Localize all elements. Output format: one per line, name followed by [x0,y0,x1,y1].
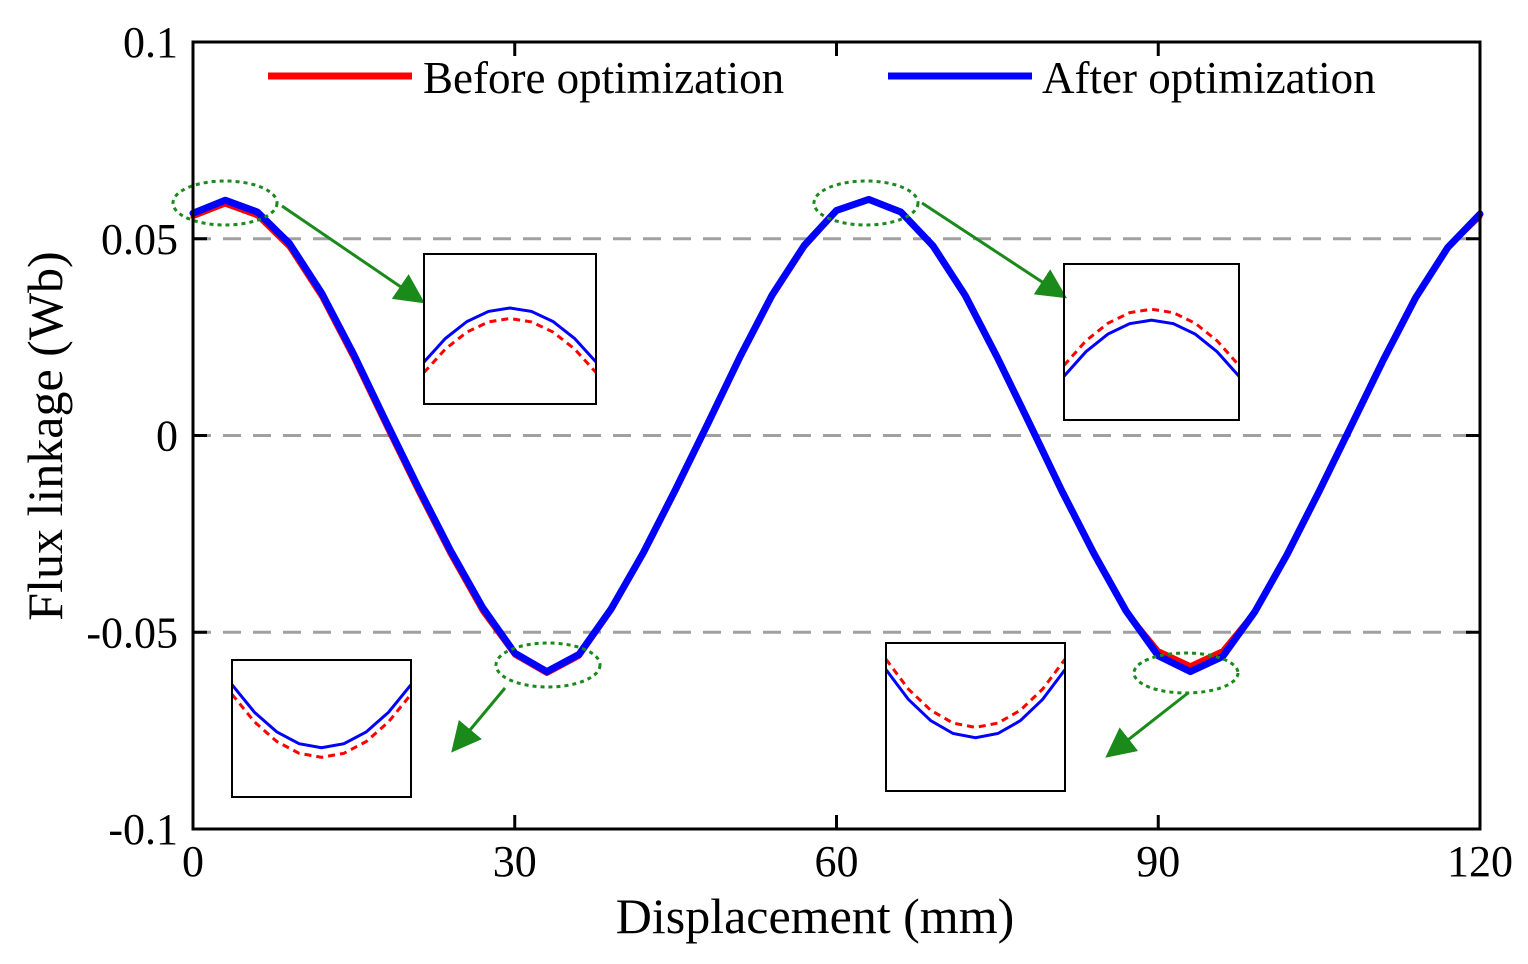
legend-label-after: After optimization [1042,53,1376,103]
inset-before-valley-2 [884,658,1067,729]
zoom-arrow-valley-1 [451,687,507,753]
y-tick-label-4: -0.1 [108,805,178,854]
legend: Before optimization After optimization [268,53,1376,103]
x-axis-label: Displacement (mm) [616,888,1015,944]
inset-box-peak-1 [423,253,597,405]
inset-after-valley-2 [884,668,1067,740]
zoom-ellipse-peak-1 [171,179,279,227]
x-tick-label-2: 60 [815,837,859,886]
legend-label-before: Before optimization [423,53,784,103]
gridlines [193,237,1480,634]
inset-after-peak-2 [1062,318,1241,378]
x-tick-label-0: 0 [182,837,204,886]
inset-after-peak-1 [422,306,598,364]
y-tick-label-1: 0.05 [101,215,178,264]
x-tick-label-4: 120 [1447,837,1513,886]
series-lines [189,195,1484,677]
series-line-after [189,195,1484,676]
axis-ticks [191,40,1482,831]
zoom-arrow-valley-2 [1105,691,1189,758]
zoom-ellipse-valley-1 [494,641,602,689]
y-axis-label: Flux linkage (Wb) [17,251,73,620]
zoom-arrow-peak-2 [921,201,1068,299]
y-tick-label-3: -0.05 [86,608,178,657]
x-tick-label-3: 90 [1136,837,1180,886]
zoom-ellipse-peak-2 [812,179,920,227]
inset-before-valley-1 [230,693,413,759]
inset-box-valley-1 [231,659,412,798]
x-tick-label-1: 30 [493,837,537,886]
inset-before-peak-1 [422,316,598,374]
y-tick-labels: 0.1 0.05 0 -0.05 -0.1 [86,18,178,854]
zoom-arrow-peak-1 [281,204,425,304]
inset-box-peak-2 [1063,263,1240,421]
inset-after-valley-1 [230,683,413,750]
inset-before-peak-2 [1062,307,1241,367]
x-tick-labels: 0 30 60 90 120 [182,837,1513,886]
zoom-annotations [171,179,1241,798]
inset-box-valley-2 [885,642,1066,792]
y-tick-label-0: 0.1 [123,18,178,67]
y-tick-label-2: 0 [156,412,178,461]
